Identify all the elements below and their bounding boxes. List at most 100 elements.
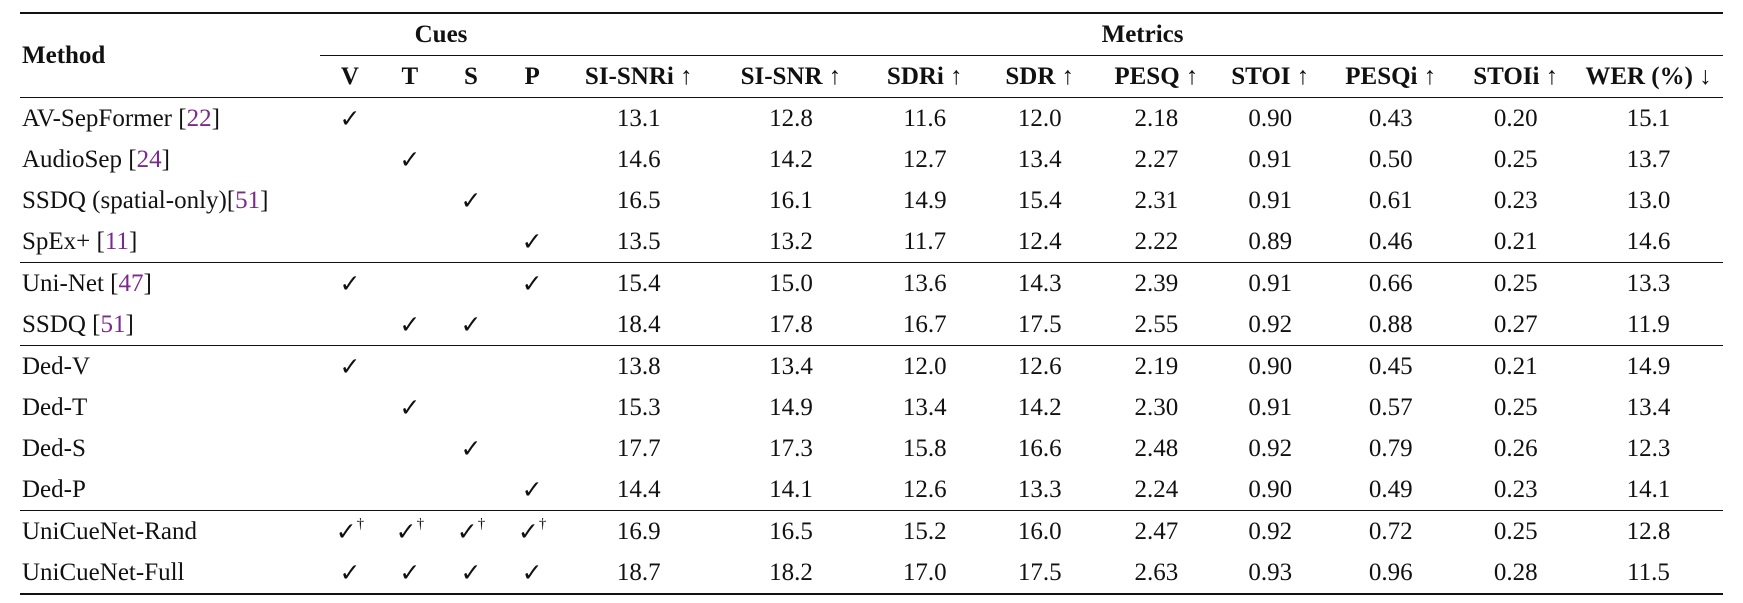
checkmark-icon: ✓ <box>456 518 478 546</box>
metric-value-cell: 0.91 <box>1248 145 1293 173</box>
metric-value-cell: 12.0 <box>983 97 1097 139</box>
metric-value-cell: 0.20 <box>1457 97 1575 139</box>
method-name: AudioSep [ <box>22 145 137 173</box>
metric-value-cell: 14.2 <box>769 145 813 173</box>
method-name: Ded-S <box>22 434 86 462</box>
metric-value-cell: 0.88 <box>1368 310 1413 338</box>
metric-value-cell: 16.1 <box>769 186 813 214</box>
metric-value-cell: 15.1 <box>1574 97 1723 139</box>
citation-link[interactable]: 51 <box>100 310 126 338</box>
cue-check-cell <box>320 304 380 346</box>
checkmark-icon: ✓ <box>339 105 361 133</box>
method-cell: AudioSep [24] <box>20 139 320 180</box>
metric-header-si-snr: SI-SNR ↑ <box>740 62 842 90</box>
cue-check-cell <box>440 387 502 428</box>
metric-value-cell: 2.63 <box>1096 552 1217 595</box>
cue-check-cell <box>502 428 562 469</box>
method-name: UniCueNet-Full <box>22 558 185 586</box>
metric-value-cell: 18.4 <box>616 310 661 338</box>
metric-value-cell: 0.92 <box>1248 310 1293 338</box>
dagger-mark: † <box>477 516 486 533</box>
cue-check-cell <box>380 428 440 469</box>
metric-value-cell: 0.90 <box>1248 475 1293 503</box>
cue-check-cell <box>320 139 380 180</box>
checkmark-icon: ✓ <box>521 270 543 298</box>
table-row: UniCueNet-Full ✓ ✓ ✓ ✓ 18.7 18.2 17.0 17.5 2.63 0.… <box>20 552 1723 595</box>
metric-value-cell: 14.9 <box>902 186 947 214</box>
citation-bracket: ] <box>128 227 138 255</box>
checkmark-icon: ✓ <box>399 394 421 422</box>
cue-check-cell <box>440 139 502 180</box>
metric-value-cell: 2.19 <box>1096 345 1217 387</box>
metric-value-cell: 0.21 <box>1493 227 1538 255</box>
cue-check-cell <box>502 139 562 180</box>
citation-link[interactable]: 22 <box>186 104 212 132</box>
metric-value-cell: 0.79 <box>1368 434 1413 462</box>
metric-value-cell: 0.91 <box>1248 393 1293 421</box>
cue-check-cell <box>320 469 380 511</box>
metric-value-cell: 14.1 <box>1626 475 1671 503</box>
metric-value-cell: 0.26 <box>1493 434 1538 462</box>
method-cell: Ded-S <box>20 428 320 469</box>
metric-value-cell: 18.2 <box>715 552 867 595</box>
dagger-mark: † <box>416 516 425 533</box>
metric-value-cell: 0.90 <box>1216 345 1325 387</box>
metric-value-cell: 17.8 <box>769 310 813 338</box>
metric-value-cell: 15.2 <box>866 510 984 552</box>
table-row: Ded-P ✓ 14.4 14.1 12.6 13.3 2.24 0.90 0.49 0.23 14… <box>20 469 1723 511</box>
metric-value-cell: 0.25 <box>1493 145 1538 173</box>
citation-link[interactable]: 24 <box>136 145 162 173</box>
cue-check-cell <box>502 97 563 139</box>
metric-header-stoii: STOIi ↑ <box>1473 62 1559 90</box>
table-body: AV-SepFormer [22] ✓ 13.1 12.8 11.6 12.0 2.18 0.… <box>20 97 1723 595</box>
table-row: Uni-Net [47] ✓ ✓ 15.4 15.0 13.6 14.3 2.39 0.91 0.… <box>20 262 1723 304</box>
metric-value-cell: 0.27 <box>1493 310 1538 338</box>
checkmark-icon: ✓ <box>339 559 361 587</box>
citation-link[interactable]: 11 <box>104 227 129 255</box>
metric-value-cell: 12.3 <box>1626 434 1671 462</box>
metric-value-cell: 18.7 <box>562 552 716 595</box>
citation-link[interactable]: 47 <box>118 269 144 297</box>
cue-check-cell <box>502 387 562 428</box>
metric-value-cell: 16.5 <box>616 186 661 214</box>
checkmark-icon: ✓ <box>399 311 421 339</box>
metric-value-cell: 14.6 <box>1626 227 1671 255</box>
metric-header-stoi: STOI ↑ <box>1231 62 1310 90</box>
metric-value-cell: 0.49 <box>1368 475 1413 503</box>
method-name: SSDQ [ <box>22 310 101 338</box>
metric-header-sdri: SDRi ↑ <box>886 62 963 90</box>
metric-value-cell: 2.31 <box>1134 186 1179 214</box>
metric-value-cell: 15.0 <box>715 262 867 304</box>
method-name: AV-SepFormer [ <box>22 104 187 132</box>
checkmark-icon: ✓ <box>460 559 482 587</box>
citation-link[interactable]: 51 <box>235 186 261 214</box>
metric-value-cell: 2.24 <box>1134 475 1179 503</box>
cue-check-cell: ✓ <box>379 552 440 595</box>
metric-value-cell: 0.45 <box>1324 345 1458 387</box>
cue-check-cell <box>502 304 562 346</box>
cue-header-t: T <box>401 62 419 90</box>
cue-check-cell: ✓ <box>440 304 502 346</box>
metric-value-cell: 15.4 <box>1017 186 1062 214</box>
metric-value-cell: 16.6 <box>1017 434 1062 462</box>
metric-value-cell: 0.92 <box>1216 510 1325 552</box>
metric-value-cell: 13.8 <box>562 345 716 387</box>
method-name: Uni-Net [ <box>22 269 119 297</box>
checkmark-icon: ✓ <box>395 518 417 546</box>
metric-value-cell: 14.6 <box>616 145 661 173</box>
metric-value-cell: 0.66 <box>1324 262 1458 304</box>
metric-value-cell: 13.3 <box>1017 475 1062 503</box>
metric-value-cell: 16.7 <box>902 310 947 338</box>
cue-check-cell: ✓† <box>439 510 503 552</box>
cue-check-cell: ✓ <box>319 345 380 387</box>
checkmark-icon: ✓ <box>339 353 361 381</box>
metric-value-cell: 13.6 <box>866 262 984 304</box>
cue-check-cell <box>440 469 502 511</box>
cue-check-cell <box>320 428 380 469</box>
cue-check-cell: ✓ <box>440 428 502 469</box>
metric-value-cell: 0.89 <box>1248 227 1293 255</box>
cue-check-cell <box>380 221 440 263</box>
metric-value-cell: 0.23 <box>1493 475 1538 503</box>
metric-value-cell: 0.23 <box>1493 186 1538 214</box>
cue-check-cell <box>440 221 502 263</box>
